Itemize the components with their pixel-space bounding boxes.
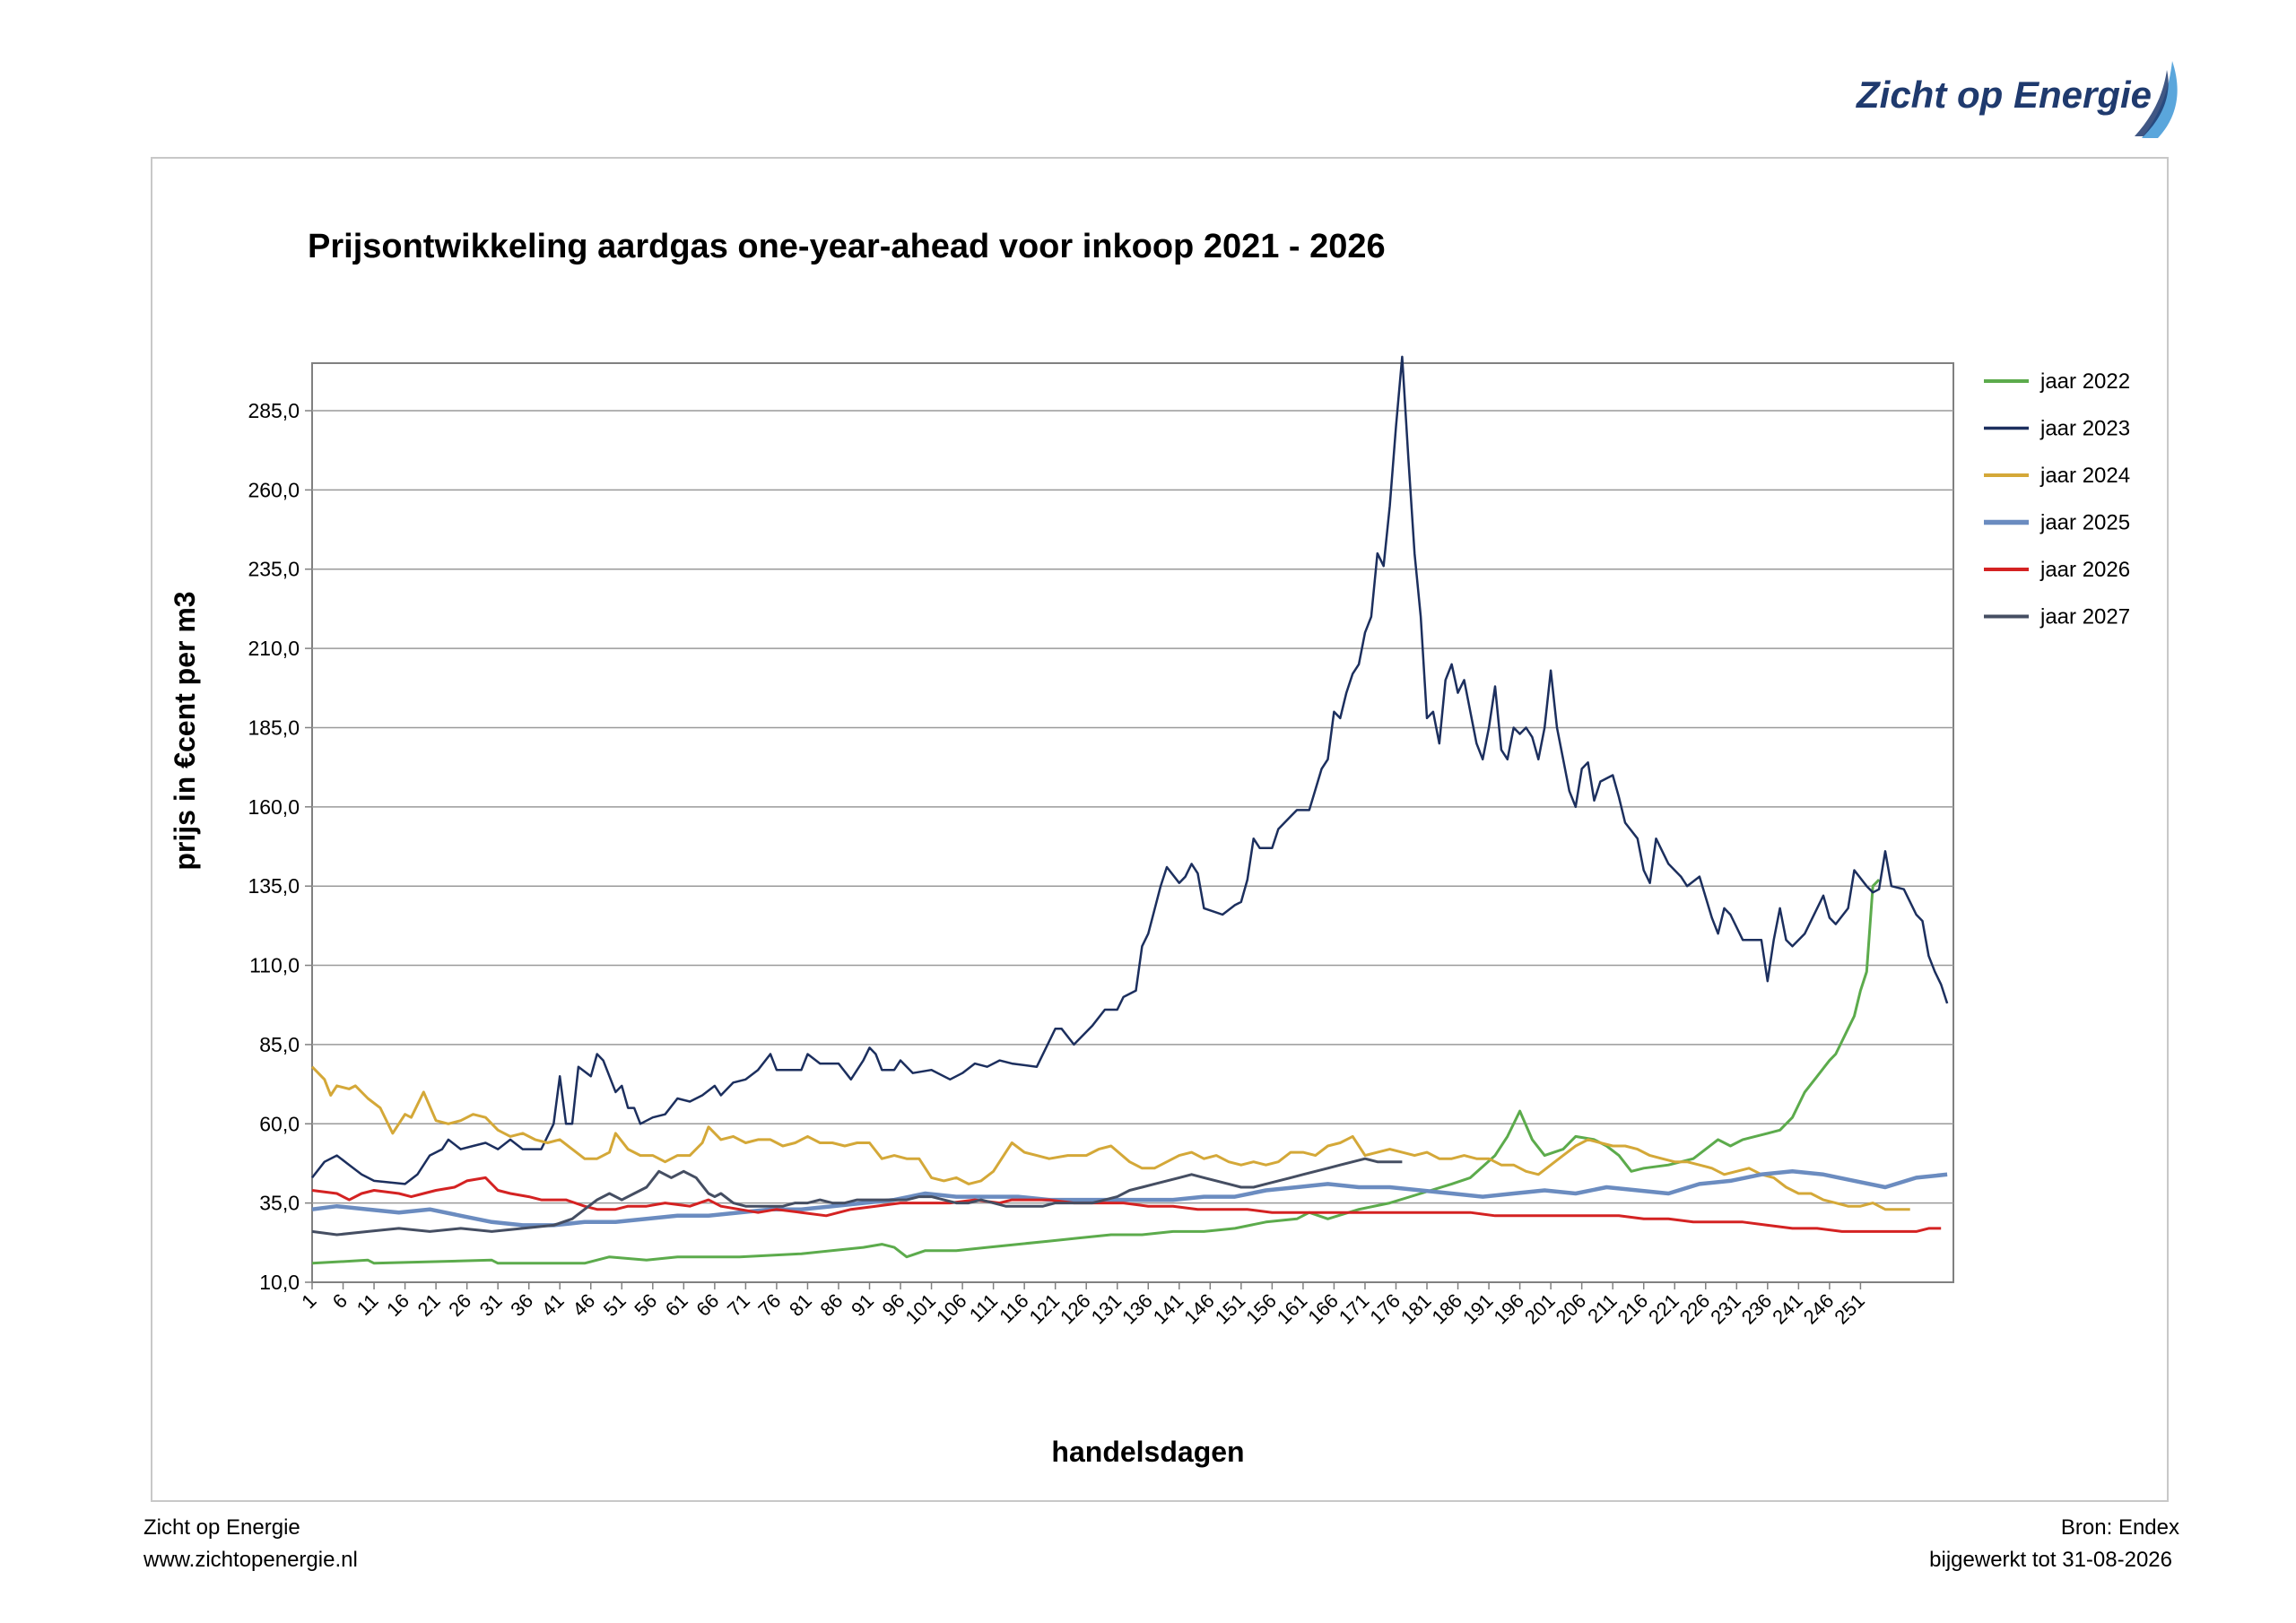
x-tick-label: 66 <box>691 1289 723 1321</box>
footer-right-line1: Bron: Endex <box>2060 1515 2179 1540</box>
series-line-6 <box>311 1157 1403 1237</box>
legend-label-4: jaar 2025 <box>2039 511 2130 535</box>
y-tick-label: 260,0 <box>248 478 300 501</box>
x-tick-label: 226 <box>1675 1289 1715 1329</box>
x-tick-label: 246 <box>1799 1289 1839 1329</box>
x-tick-label: 36 <box>506 1289 537 1321</box>
x-tick-label: 206 <box>1552 1289 1591 1329</box>
logo-text: Zicht op Energie <box>1857 74 2152 116</box>
series-line-3 <box>310 1065 1910 1211</box>
x-tick-label: 241 <box>1768 1289 1807 1329</box>
x-tick-label: 76 <box>753 1289 785 1321</box>
x-tick-label: 221 <box>1644 1289 1683 1329</box>
footer-right-line2: bijgewerkt tot 31-08-2026 <box>1929 1548 2172 1572</box>
footer-left-line2[interactable]: www.zichtopenergie.nl <box>144 1548 358 1572</box>
x-tick-label: 216 <box>1613 1289 1653 1329</box>
legend-label-5: jaar 2026 <box>2039 558 2130 582</box>
x-tick-label: 61 <box>661 1289 692 1321</box>
chart-frame <box>151 157 2169 1502</box>
logo: Zicht op Energie <box>1857 61 2179 143</box>
x-tick-label: 186 <box>1427 1289 1466 1329</box>
y-tick-label: 60,0 <box>259 1112 300 1135</box>
x-tick-label: 196 <box>1489 1289 1528 1329</box>
x-tick-label: 161 <box>1273 1289 1312 1329</box>
series-line-2 <box>311 355 1949 1185</box>
y-tick-label: 285,0 <box>248 399 300 422</box>
x-tick-label: 46 <box>568 1289 599 1321</box>
x-tick-label: 231 <box>1706 1289 1745 1329</box>
x-tick-label: 21 <box>413 1289 445 1321</box>
x-tick-label: 116 <box>995 1289 1032 1327</box>
x-tick-label: 136 <box>1118 1289 1157 1329</box>
x-tick-label: 201 <box>1520 1289 1560 1329</box>
legend-label-3: jaar 2024 <box>2039 464 2130 488</box>
x-tick-label: 151 <box>1211 1289 1250 1329</box>
y-axis-label: prijs in €cent per m3 <box>169 591 201 870</box>
legend-label-1: jaar 2022 <box>2039 369 2130 394</box>
x-tick-label: 251 <box>1830 1289 1869 1329</box>
legend-label-6: jaar 2027 <box>2039 605 2130 629</box>
series-line-4 <box>311 1169 1948 1228</box>
x-tick-label: 101 <box>900 1289 940 1329</box>
x-tick-label: 171 <box>1335 1289 1374 1329</box>
y-tick-label: 110,0 <box>249 954 300 977</box>
x-tick-label: 1 <box>297 1289 320 1313</box>
footer-left-line1: Zicht op Energie <box>144 1515 300 1540</box>
x-tick-label: 121 <box>1025 1289 1065 1329</box>
y-tick-label: 210,0 <box>248 637 300 660</box>
y-tick-label: 135,0 <box>248 874 300 898</box>
plot-area <box>311 362 1954 1283</box>
x-tick-label: 141 <box>1149 1289 1188 1329</box>
series-line-1 <box>311 879 1881 1265</box>
y-tick-label: 35,0 <box>259 1192 300 1215</box>
x-tick-label: 56 <box>630 1289 661 1321</box>
x-tick-label: 181 <box>1396 1289 1436 1329</box>
x-tick-label: 6 <box>328 1289 352 1313</box>
x-tick-label: 86 <box>816 1289 848 1321</box>
x-tick-label: 111 <box>965 1289 1002 1326</box>
y-tick-label: 235,0 <box>248 558 300 581</box>
x-tick-label: 106 <box>932 1289 971 1329</box>
y-tick-label: 185,0 <box>248 716 300 739</box>
x-tick-label: 126 <box>1056 1289 1095 1329</box>
x-tick-label: 31 <box>475 1289 507 1321</box>
x-tick-label: 166 <box>1303 1289 1343 1329</box>
x-tick-label: 91 <box>847 1289 878 1321</box>
legend-label-2: jaar 2023 <box>2039 417 2130 441</box>
x-axis-label: handelsdagen <box>1051 1436 1244 1468</box>
y-tick-label: 85,0 <box>259 1033 300 1056</box>
x-tick-label: 176 <box>1365 1289 1405 1329</box>
x-tick-label: 211 <box>1583 1289 1621 1327</box>
x-tick-label: 16 <box>382 1289 413 1321</box>
x-tick-label: 236 <box>1737 1289 1777 1329</box>
y-tick-label: 160,0 <box>248 795 300 819</box>
x-tick-label: 146 <box>1179 1289 1219 1329</box>
x-tick-label: 51 <box>599 1289 631 1321</box>
x-tick-label: 26 <box>444 1289 475 1321</box>
x-tick-label: 81 <box>785 1289 816 1321</box>
x-tick-label: 41 <box>537 1289 569 1321</box>
x-tick-label: 71 <box>723 1289 754 1321</box>
x-tick-label: 131 <box>1087 1289 1126 1329</box>
x-tick-label: 11 <box>352 1289 383 1320</box>
sail-icon <box>2135 61 2178 138</box>
chart-title: Prijsontwikkeling aardgas one-year-ahead… <box>308 228 1386 265</box>
x-tick-label: 191 <box>1458 1289 1498 1329</box>
series-line-5 <box>311 1176 1942 1233</box>
x-tick-label: 156 <box>1241 1289 1281 1329</box>
y-tick-label: 10,0 <box>259 1271 300 1294</box>
